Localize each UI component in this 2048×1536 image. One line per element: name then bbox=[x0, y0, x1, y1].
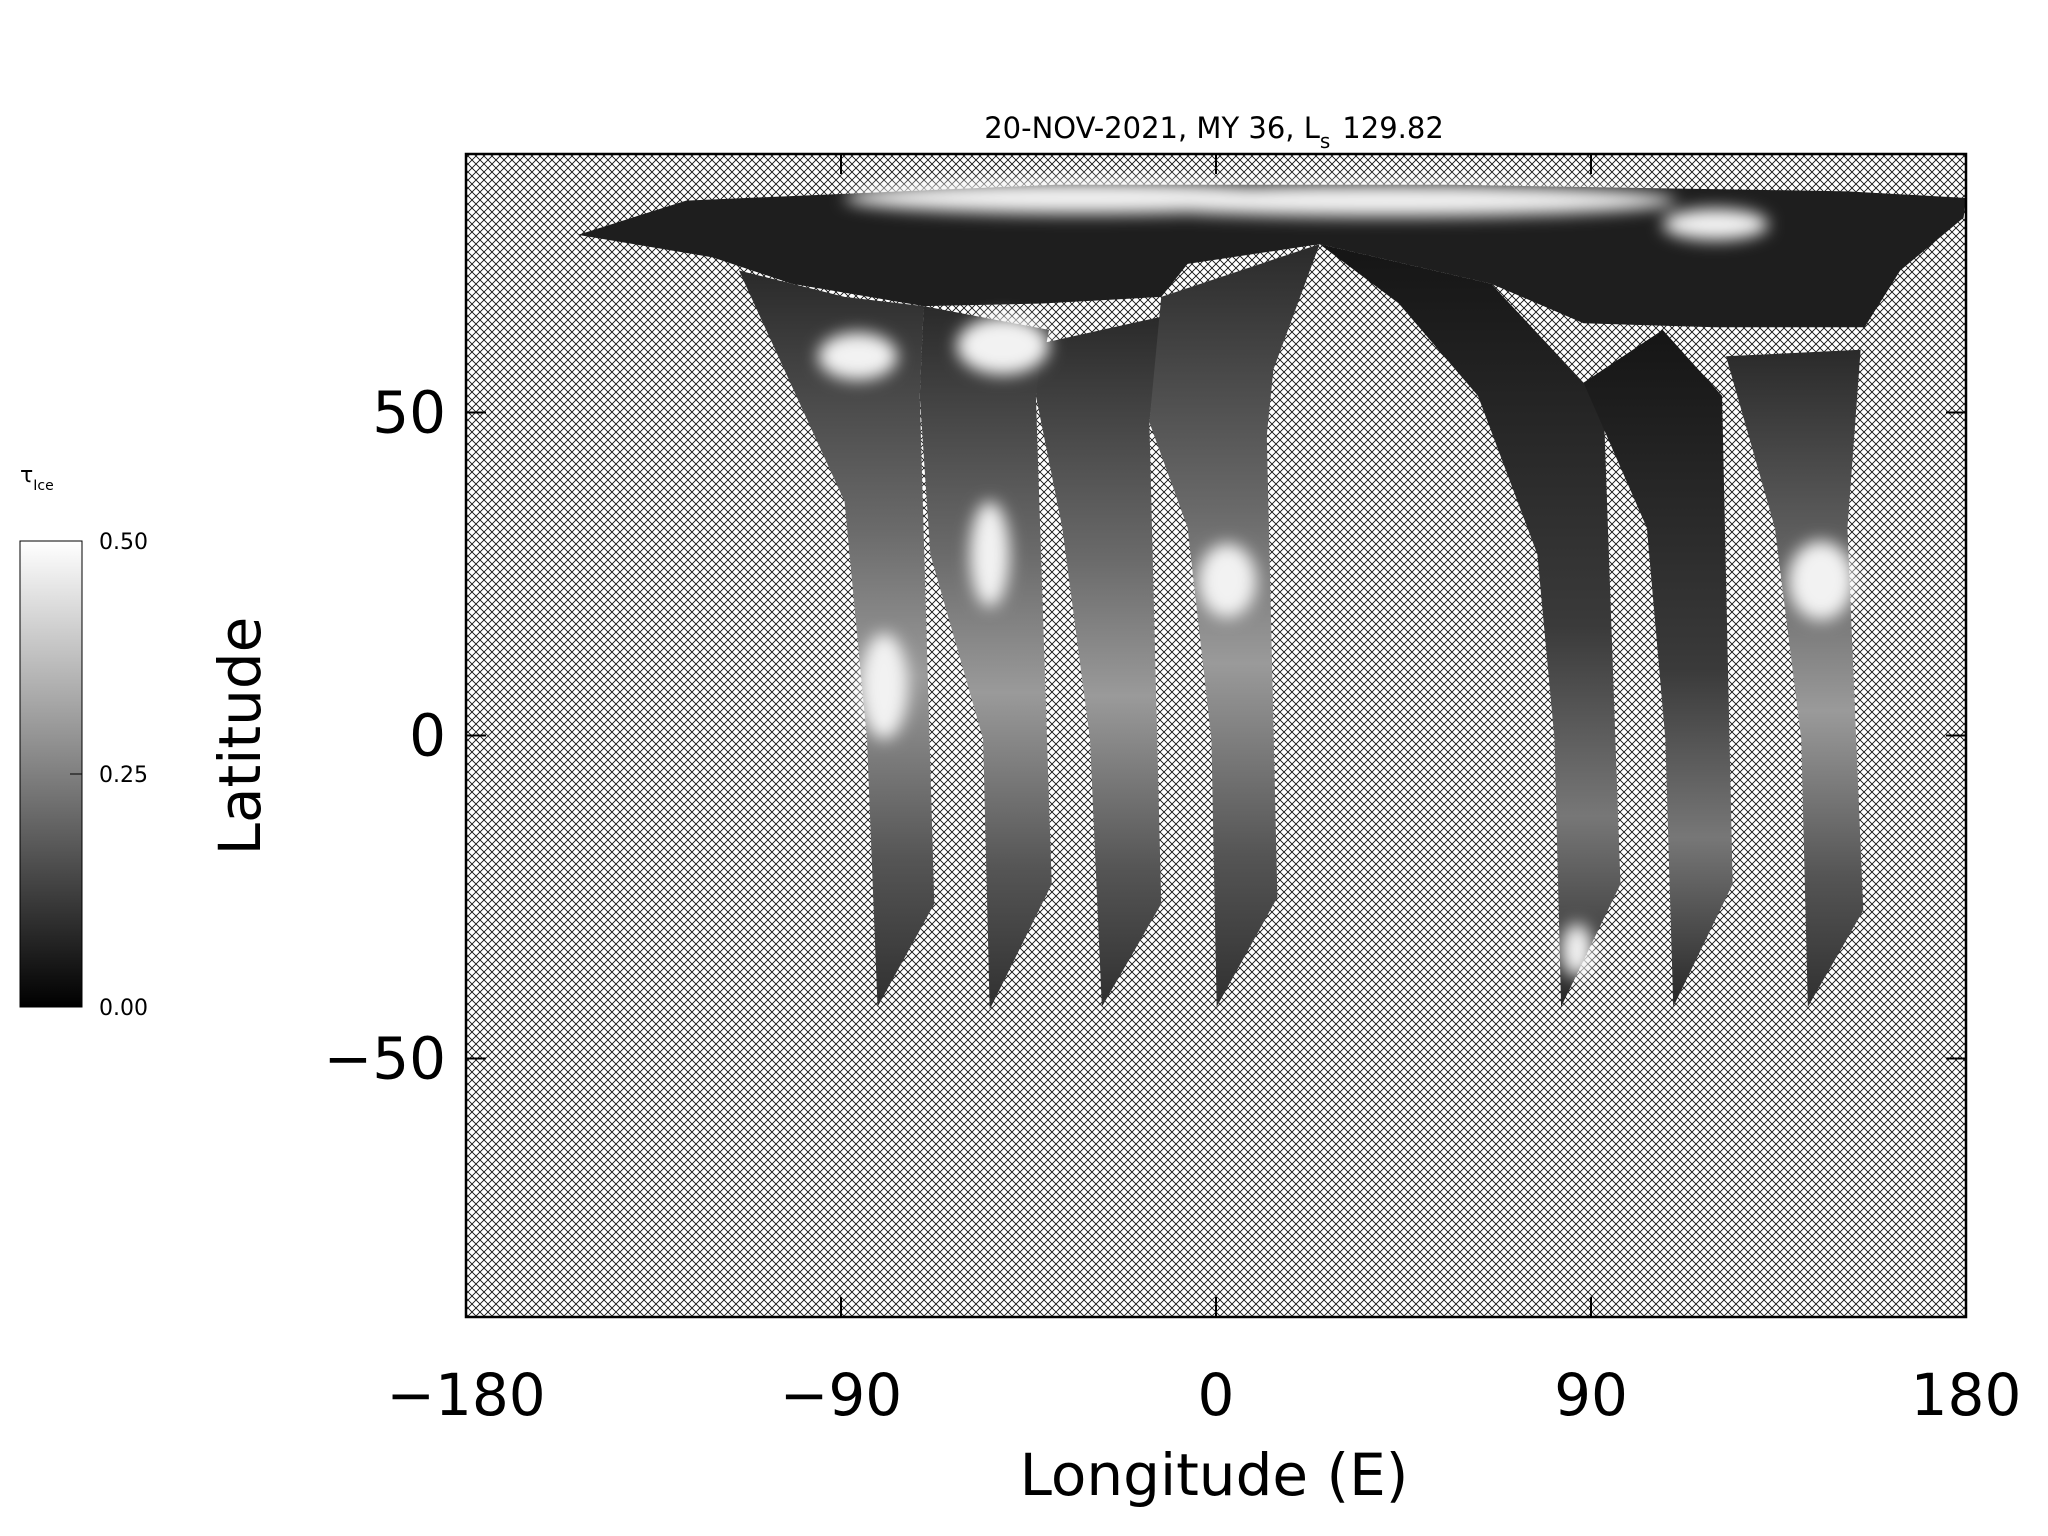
polar-band bbox=[577, 184, 1967, 328]
clouds bbox=[818, 182, 1855, 977]
x-tick-label: 180 bbox=[1911, 1361, 2022, 1429]
x-tick-label: −90 bbox=[780, 1361, 902, 1429]
swath bbox=[1583, 329, 1733, 1007]
swath bbox=[1149, 244, 1320, 1007]
title-suffix: 129.82 bbox=[1342, 111, 1443, 145]
y-axis-label: Latitude bbox=[206, 617, 274, 856]
colorbar-label: τIce bbox=[20, 463, 54, 494]
y-tick-label: 50 bbox=[372, 378, 446, 446]
y-tick-label: 0 bbox=[409, 702, 446, 770]
colorbar-symbol: τ bbox=[20, 463, 33, 488]
title-subscript: s bbox=[1320, 129, 1330, 153]
swath bbox=[738, 270, 935, 1007]
swath bbox=[919, 306, 1052, 1010]
colorbar-subscript: Ice bbox=[33, 478, 53, 494]
y-tick-label: −50 bbox=[324, 1025, 446, 1093]
swaths bbox=[577, 182, 1967, 1010]
x-tick-label: 0 bbox=[1198, 1361, 1235, 1429]
chart-title: 20-NOV-2021, MY 36, Ls 129.82 bbox=[984, 111, 1444, 153]
x-tick-label: −180 bbox=[386, 1361, 545, 1429]
colorbar-tick-label: 0.25 bbox=[99, 763, 148, 788]
x-axis-label: Longitude (E) bbox=[1020, 1441, 1409, 1509]
title-text: 20-NOV-2021, MY 36, L bbox=[984, 111, 1320, 145]
colorbar-tick-label: 0.50 bbox=[99, 530, 148, 555]
x-tick-label: 90 bbox=[1554, 1361, 1628, 1429]
swath bbox=[1319, 244, 1621, 1007]
swath bbox=[1035, 316, 1162, 1007]
colorbar-tick-label: 0.00 bbox=[99, 996, 148, 1021]
swath bbox=[1726, 349, 1864, 1007]
